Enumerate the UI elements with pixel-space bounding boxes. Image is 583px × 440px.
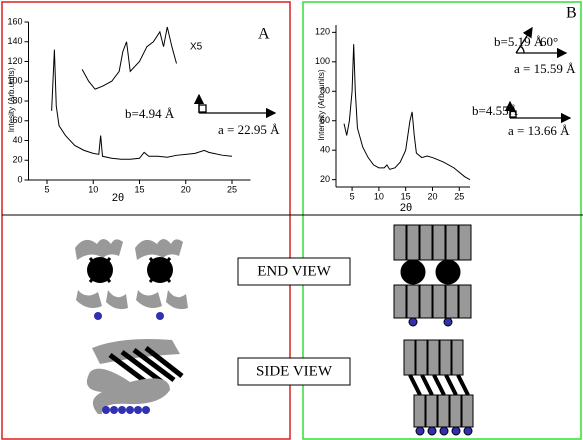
x-tick-label: 15 xyxy=(401,191,411,201)
end-view-right xyxy=(393,224,472,327)
annotation: a = 15.59 Å xyxy=(514,61,576,76)
y-tick-label: 120 xyxy=(7,56,22,66)
y-tick-label: 100 xyxy=(7,76,22,86)
end-view-box xyxy=(237,257,351,286)
y-axis-label: Intesity (Arb.units) xyxy=(7,67,16,132)
lattice-arrows xyxy=(193,26,572,124)
curve xyxy=(51,49,233,160)
x-tick-label: 5 xyxy=(44,184,49,194)
annotation: b=4.94 Å xyxy=(125,106,175,121)
y-tick-label: 80 xyxy=(320,86,330,96)
y-axis-label: Intensity (Arb. units) xyxy=(317,69,326,140)
side-view-right xyxy=(403,339,474,436)
panel-label: B xyxy=(566,5,577,22)
annotation: b=4.55Å xyxy=(472,103,519,118)
annotation: a = 13.66 Å xyxy=(508,123,570,138)
y-tick-label: 120 xyxy=(315,27,330,37)
x-tick-label: 10 xyxy=(88,184,98,194)
x-tick-label: 25 xyxy=(454,191,464,201)
side-view-left xyxy=(86,339,184,414)
y-tick-label: 60 xyxy=(320,115,330,125)
panel-a-frame xyxy=(1,1,291,440)
end-view-label: END VIEW xyxy=(257,263,331,279)
x-tick-label: 25 xyxy=(227,184,237,194)
curve xyxy=(81,26,177,90)
x-tick-label: 10 xyxy=(374,191,384,201)
annotation: 60° xyxy=(540,34,558,49)
y-tick-label: 140 xyxy=(7,36,22,46)
y-tick-label: 40 xyxy=(320,145,330,155)
x-tick-label: 20 xyxy=(181,184,191,194)
side-view-box xyxy=(237,357,351,386)
x-axis-label: 2θ xyxy=(112,192,124,204)
y-tick-label: 100 xyxy=(315,56,330,66)
x-tick-label: 5 xyxy=(350,191,355,201)
curve xyxy=(343,44,471,181)
x-axis-label: 2θ xyxy=(400,202,412,214)
y-tick-label: 20 xyxy=(12,155,22,165)
y-tick-label: 60 xyxy=(12,115,22,125)
y-tick-label: 160 xyxy=(7,16,22,26)
x-tick-label: 20 xyxy=(427,191,437,201)
x-tick-label: 15 xyxy=(134,184,144,194)
panel-b-frame xyxy=(302,1,582,440)
annotation: b=5.19 Å xyxy=(494,34,544,49)
panel-label: A xyxy=(258,26,270,43)
y-tick-label: 20 xyxy=(320,174,330,184)
annotation: X5 xyxy=(190,42,203,53)
y-tick-label: 40 xyxy=(12,135,22,145)
annotation: a = 22.95 Å xyxy=(218,122,280,137)
side-view-label: SIDE VIEW xyxy=(256,363,333,379)
end-view-left xyxy=(75,239,188,320)
y-tick-label: 0 xyxy=(17,174,22,184)
y-tick-label: 80 xyxy=(12,95,22,105)
